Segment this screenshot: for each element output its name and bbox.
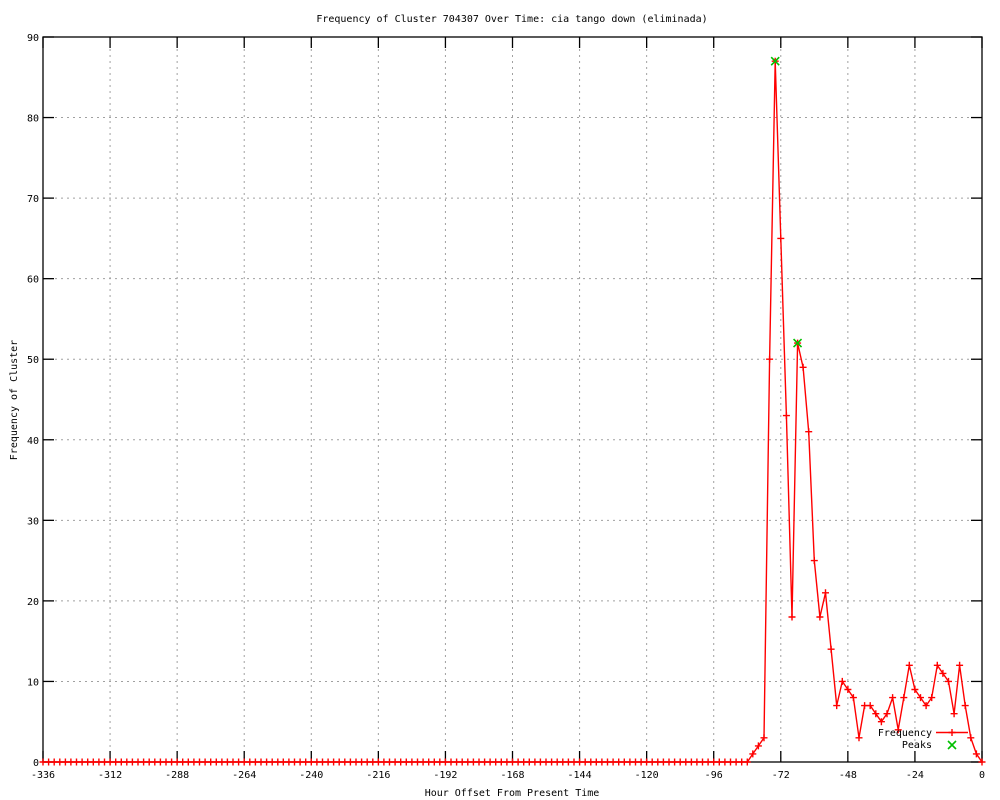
x-tick-label: -168 bbox=[500, 770, 524, 781]
x-tick-label: -264 bbox=[232, 770, 256, 781]
legend-samples bbox=[936, 729, 968, 750]
peak-marker bbox=[770, 56, 780, 66]
frequency-series bbox=[39, 57, 986, 766]
peaks-series bbox=[770, 56, 803, 348]
legend-peaks-sample-marker bbox=[947, 740, 957, 750]
x-tick-label: -336 bbox=[31, 770, 55, 781]
x-tick-label: -144 bbox=[568, 770, 592, 781]
x-tick-label: -240 bbox=[299, 770, 323, 781]
x-tick-label: 0 bbox=[979, 770, 985, 781]
y-tick-label: 30 bbox=[27, 516, 39, 527]
y-tick-label: 50 bbox=[27, 355, 39, 366]
x-tick-label: -216 bbox=[366, 770, 390, 781]
chart-title: Frequency of Cluster 704307 Over Time: c… bbox=[316, 14, 707, 25]
x-tick-label: -96 bbox=[705, 770, 723, 781]
x-tick-label: -48 bbox=[839, 770, 857, 781]
y-tick-label: 80 bbox=[27, 114, 39, 125]
x-tick-label: -192 bbox=[433, 770, 457, 781]
y-tick-label: 40 bbox=[27, 436, 39, 447]
axis-ticks bbox=[42, 36, 983, 763]
y-tick-label: 70 bbox=[27, 194, 39, 205]
y-tick-label: 20 bbox=[27, 597, 39, 608]
legend: Frequency Peaks bbox=[878, 728, 968, 751]
gridlines bbox=[42, 36, 983, 763]
x-tick-label: -288 bbox=[165, 770, 189, 781]
peak-marker bbox=[792, 338, 803, 348]
x-tick-label: -72 bbox=[772, 770, 790, 781]
legend-frequency-sample-marker bbox=[948, 729, 956, 736]
y-axis-label: Frequency of Cluster bbox=[9, 340, 20, 460]
legend-label-frequency: Frequency bbox=[878, 728, 932, 739]
x-tick-label: -120 bbox=[635, 770, 659, 781]
y-tick-labels: 0 10 20 30 40 50 60 70 80 90 bbox=[27, 33, 39, 769]
x-axis-label: Hour Offset From Present Time bbox=[425, 788, 600, 799]
x-tick-label: -312 bbox=[98, 770, 122, 781]
y-tick-label: 90 bbox=[27, 33, 39, 44]
y-tick-label: 10 bbox=[27, 677, 39, 688]
x-tick-label: -24 bbox=[906, 770, 924, 781]
y-tick-label: 0 bbox=[33, 758, 39, 769]
legend-label-peaks: Peaks bbox=[902, 740, 932, 751]
y-tick-label: 60 bbox=[27, 275, 39, 286]
x-tick-labels: -336 -312 -288 -264 -240 -216 -192 -168 -144 -120… bbox=[31, 770, 985, 781]
